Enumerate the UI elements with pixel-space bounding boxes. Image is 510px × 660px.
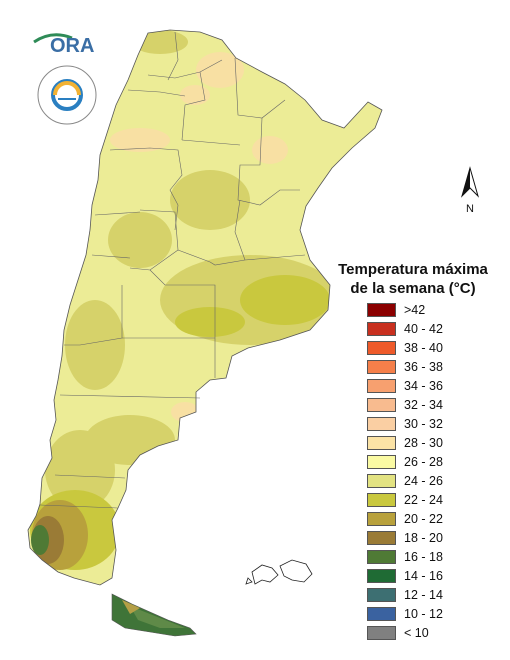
- legend-label: 32 - 34: [404, 397, 443, 412]
- legend-swatch: [367, 530, 396, 545]
- legend-item: 14 - 16: [367, 566, 507, 585]
- legend-swatch: [367, 359, 396, 374]
- legend-title-line2: de la semana (°C): [350, 280, 476, 297]
- legend: >42 40 - 42 38 - 40 36 - 38 34 - 36 32 - 34 30…: [367, 300, 507, 642]
- legend-title-line1: Temperatura máxima: [338, 261, 488, 278]
- legend-label: 24 - 26: [404, 473, 443, 488]
- legend-swatch: [367, 511, 396, 526]
- warm-zone-coast: [171, 402, 199, 422]
- darker-zone-la-pampa: [175, 307, 245, 337]
- zone-andes-green: [31, 525, 49, 555]
- legend-item: 28 - 30: [367, 433, 507, 452]
- legend-item: 36 - 38: [367, 357, 507, 376]
- legend-label: 18 - 20: [404, 530, 443, 545]
- legend-label: 20 - 22: [404, 511, 443, 526]
- province-boundaries: [39, 31, 306, 509]
- legend-swatch: [367, 492, 396, 507]
- legend-label: 34 - 36: [404, 378, 443, 393]
- north-arrow-icon: [460, 166, 480, 198]
- legend-swatch: [367, 568, 396, 583]
- malvinas-islands: [245, 559, 313, 585]
- legend-swatch: [367, 454, 396, 469]
- cool-zone-andes-south: [45, 430, 115, 510]
- cool-zone-cordoba: [108, 212, 172, 268]
- tierra-del-fuego: [111, 593, 197, 637]
- darker-zone-buenos-aires: [240, 275, 330, 325]
- legend-item: 16 - 18: [367, 547, 507, 566]
- legend-item: 18 - 20: [367, 528, 507, 547]
- legend-item: 40 - 42: [367, 319, 507, 338]
- legend-label: 14 - 16: [404, 568, 443, 583]
- legend-item: 34 - 36: [367, 376, 507, 395]
- legend-item: 22 - 24: [367, 490, 507, 509]
- legend-label: 10 - 12: [404, 606, 443, 621]
- legend-label: >42: [404, 302, 426, 317]
- legend-item: < 10: [367, 623, 507, 642]
- cool-zone-mendoza: [65, 300, 125, 390]
- legend-swatch: [367, 549, 396, 564]
- legend-label: 36 - 38: [404, 359, 443, 374]
- legend-item: 20 - 22: [367, 509, 507, 528]
- legend-label: 28 - 30: [404, 435, 443, 450]
- legend-title: Temperatura máxima de la semana (°C): [318, 260, 508, 298]
- north-arrow: N: [456, 166, 484, 215]
- legend-swatch: [367, 321, 396, 336]
- legend-item: 30 - 32: [367, 414, 507, 433]
- legend-item: >42: [367, 300, 507, 319]
- legend-item: 26 - 28: [367, 452, 507, 471]
- legend-label: 30 - 32: [404, 416, 443, 431]
- warm-zone-north: [196, 52, 244, 88]
- warm-zone-center-north: [252, 136, 288, 164]
- legend-label: 40 - 42: [404, 321, 443, 336]
- legend-swatch: [367, 378, 396, 393]
- legend-swatch: [367, 473, 396, 488]
- legend-swatch: [367, 625, 396, 640]
- legend-label: 38 - 40: [404, 340, 443, 355]
- ora-logo: ORA: [32, 28, 104, 58]
- legend-swatch: [367, 416, 396, 431]
- legend-item: 12 - 14: [367, 585, 507, 604]
- warm-zone-northwest: [110, 128, 170, 152]
- legend-label: 12 - 14: [404, 587, 443, 602]
- legend-item: 38 - 40: [367, 338, 507, 357]
- svg-text:ORA: ORA: [50, 35, 94, 57]
- legend-label: 26 - 28: [404, 454, 443, 469]
- legend-item: 24 - 26: [367, 471, 507, 490]
- legend-label: 16 - 18: [404, 549, 443, 564]
- legend-swatch: [367, 302, 396, 317]
- country-outline: [27, 29, 383, 586]
- legend-label: < 10: [404, 625, 429, 640]
- legend-label: 22 - 24: [404, 492, 443, 507]
- warm-zone-north-2: [180, 85, 210, 105]
- legend-swatch: [367, 435, 396, 450]
- legend-swatch: [367, 397, 396, 412]
- cool-zone-center: [170, 170, 250, 230]
- north-label: N: [466, 203, 474, 215]
- legend-swatch: [367, 606, 396, 621]
- smn-seal-logo: [36, 64, 98, 126]
- legend-swatch: [367, 340, 396, 355]
- legend-item: 10 - 12: [367, 604, 507, 623]
- legend-item: 32 - 34: [367, 395, 507, 414]
- legend-swatch: [367, 587, 396, 602]
